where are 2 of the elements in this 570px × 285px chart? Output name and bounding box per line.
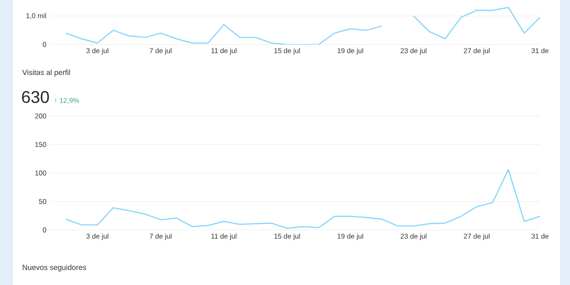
line-series	[65, 169, 540, 229]
chart-subtitle: 630	[22, 90, 49, 104]
